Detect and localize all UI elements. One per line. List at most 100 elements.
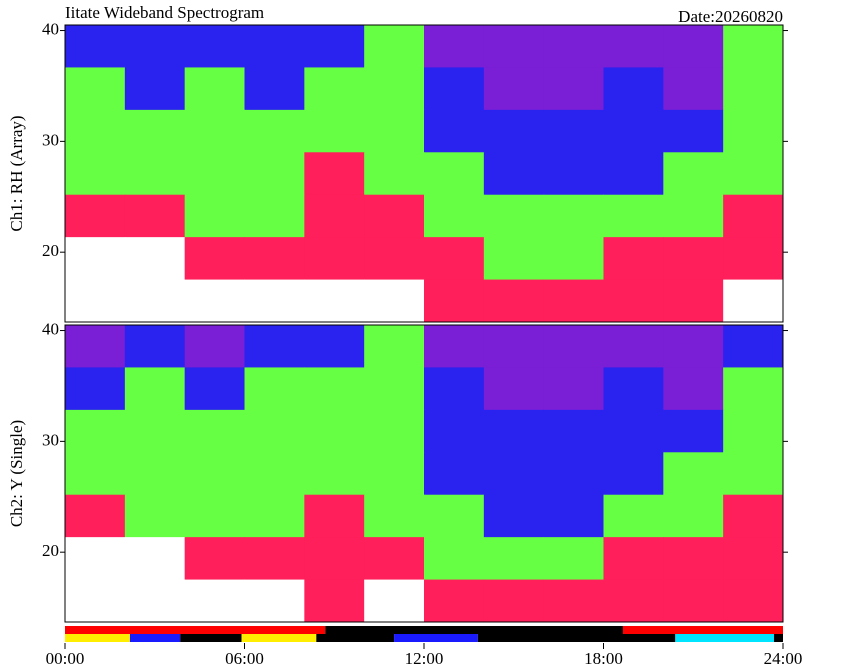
heatmap-cell [244,494,305,538]
heatmap-cell [424,452,485,496]
heatmap-cell [244,537,305,581]
heatmap-cell [483,452,545,496]
panel-frame [64,324,784,623]
y-tick-label: 40 [42,19,59,38]
heatmap-cell [304,494,365,538]
heatmap-cell [424,494,485,538]
heatmap-cell [364,237,425,281]
heatmap-cell [543,279,604,323]
y-tick-label: 20 [42,241,59,260]
heatmap-cell [723,279,784,323]
heatmap-cell [603,452,664,496]
heatmap-cell [364,152,425,196]
status-segment [675,634,775,642]
heatmap-cell [603,109,664,153]
x-tick-label: 24:00 [764,649,803,668]
heatmap-cell [304,279,365,323]
heatmap-cell [543,325,604,368]
heatmap-cell [304,409,365,453]
heatmap-cell [124,579,186,623]
heatmap-cell [184,537,245,581]
heatmap-cell [364,279,425,323]
heatmap-cell [304,537,365,581]
heatmap-cell [483,194,545,238]
heatmap-cell [65,194,126,238]
heatmap-cell [244,237,305,281]
heatmap-cell [364,579,425,623]
heatmap-cell [184,325,245,368]
y-tick-label: 20 [42,541,59,560]
heatmap-cell [364,452,425,496]
heatmap-cell [543,409,604,453]
heatmap-cell [483,494,545,538]
heatmap-cell [723,325,784,368]
heatmap-cell [244,109,305,153]
heatmap-cell [543,194,604,238]
heatmap-cell [124,325,186,368]
heatmap-cell [723,452,784,496]
y-tick-label: 30 [42,430,59,449]
heatmap-cell [304,579,365,623]
heatmap-cell [603,325,664,368]
heatmap-cell [244,25,305,68]
y-tick-label: 30 [42,130,59,149]
heatmap-cell [603,579,664,623]
heatmap-cell [304,25,365,68]
heatmap-cell [65,579,126,623]
heatmap-cell [603,237,664,281]
heatmap-cell [424,367,485,411]
heatmap-cell [65,109,126,153]
heatmap-cell [65,279,126,323]
x-tick-label: 00:00 [46,649,85,668]
heatmap-cell [364,67,425,111]
heatmap-cell [304,367,365,411]
heatmap-cell [65,152,126,196]
heatmap-cell [663,537,724,581]
heatmap-cell [483,409,545,453]
heatmap-cell [663,452,724,496]
heatmap-cell [723,25,784,68]
heatmap-cell [424,25,485,68]
heatmap-cell [723,67,784,111]
heatmap-cell [364,109,425,153]
heatmap-cell [364,325,425,368]
heatmap-cell [124,25,186,68]
heatmap-cell [124,537,186,581]
heatmap-cell [124,279,186,323]
heatmap-cell [364,494,425,538]
heatmap-cell [663,409,724,453]
heatmap-cell [543,367,604,411]
heatmap-cell [304,194,365,238]
heatmap-cell [124,152,186,196]
heatmap-cell [663,67,724,111]
date-label: Date:20260820 [678,7,783,26]
heatmap-cell [603,409,664,453]
heatmap-cell [543,494,604,538]
y-tick-label: 40 [42,319,59,338]
heatmap-cell [65,25,126,68]
heatmap-cell [543,237,604,281]
heatmap-cell [663,194,724,238]
heatmap-cell [543,452,604,496]
heatmap-cell [124,194,186,238]
panel-frame [64,24,784,323]
status-segment [129,634,181,642]
heatmap-cell [124,452,186,496]
heatmap-cell [184,494,245,538]
status-segment [65,634,130,642]
heatmap-cell [65,494,126,538]
x-tick-label: 18:00 [584,649,623,668]
chart-title: Iitate Wideband Spectrogram [65,3,264,22]
heatmap-cell [603,494,664,538]
heatmap-cell [364,537,425,581]
heatmap-cell [424,279,485,323]
heatmap-cell [304,452,365,496]
heatmap-cell [424,109,485,153]
status-segment [241,634,317,642]
heatmap-cell [723,409,784,453]
heatmap-cell [124,367,186,411]
heatmap-cell [723,237,784,281]
heatmap-cell [603,279,664,323]
heatmap-cell [244,325,305,368]
